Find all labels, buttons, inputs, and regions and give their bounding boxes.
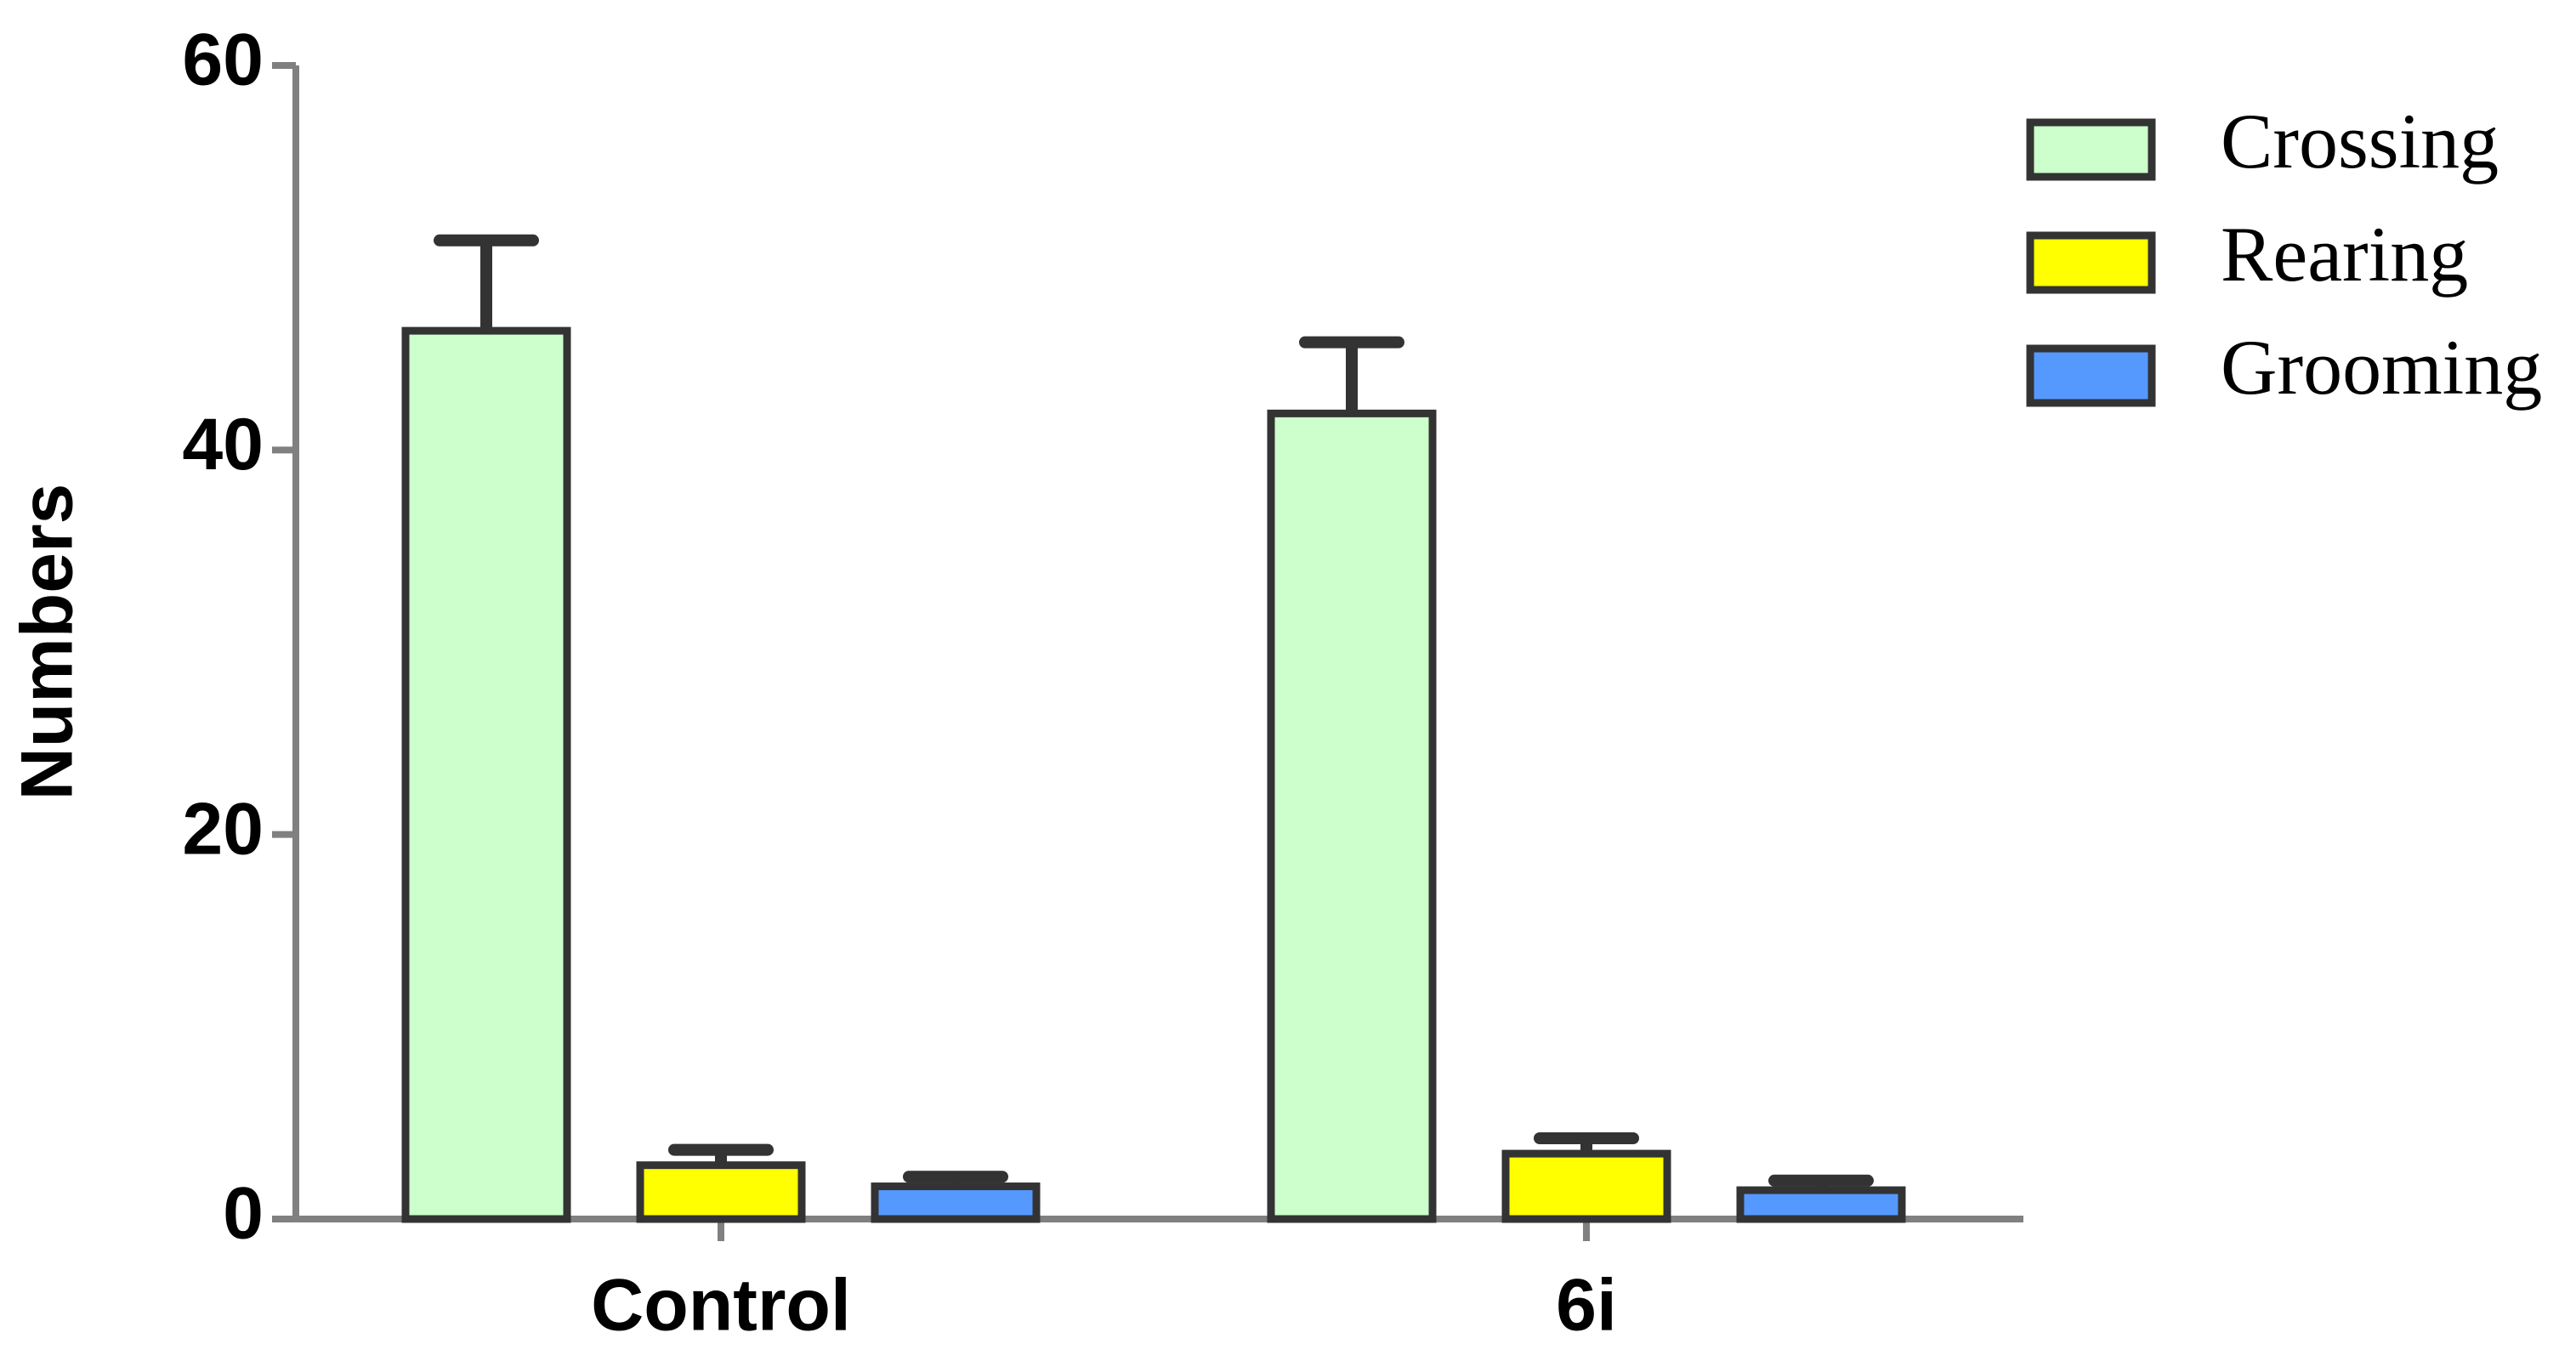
bar [401,326,571,1223]
legend-swatch [2026,231,2156,294]
y-tick-label: 60 [182,20,264,101]
y-tick-label: 0 [223,1173,264,1255]
legend-swatch [2026,344,2156,407]
y-tick-label: 40 [182,404,264,485]
bar [636,1161,806,1223]
legend-swatch [2026,118,2156,181]
bar [1736,1186,1906,1223]
bar [1501,1149,1671,1223]
legend-label: Rearing [2221,211,2468,298]
legend-label: Crossing [2221,98,2499,184]
bar [871,1182,1041,1223]
x-tick-label: 6i [1556,1265,1617,1347]
y-tick-label: 20 [182,788,264,870]
y-axis-label: Numbers [7,484,88,801]
x-tick-label: Control [591,1265,851,1347]
legend-label: Grooming [2221,324,2542,411]
bar [1267,409,1437,1223]
